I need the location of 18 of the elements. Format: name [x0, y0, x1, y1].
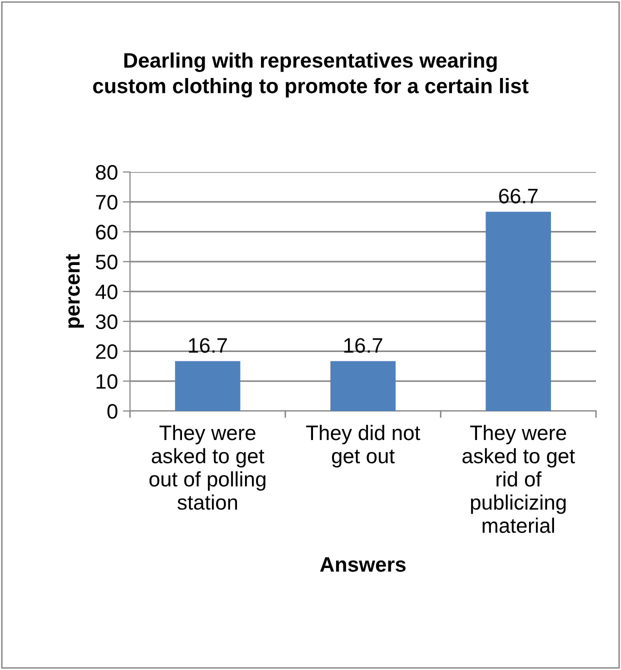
y-tick-label: 80 [96, 165, 118, 180]
x-tick-label: They were asked to get out of polling station [149, 424, 266, 510]
x-tick-label: They were asked to get rid of publicizing material [462, 424, 575, 533]
y-tick-label: 10 [96, 374, 118, 389]
data-label: 16.7 [188, 338, 227, 353]
chart-title: Dearling with representatives wearing custom clothing to promote for a certain list [93, 52, 528, 98]
y-axis-title: percent [66, 254, 84, 328]
data-label: 16.7 [344, 338, 382, 353]
y-tick-label: 0 [107, 404, 118, 419]
x-tick-label: They did not get out [306, 424, 420, 468]
y-tick-label: 70 [96, 194, 118, 210]
x-axis-title: Answers [320, 557, 406, 572]
y-tick-label: 30 [96, 314, 118, 330]
y-tick-label: 40 [96, 284, 118, 300]
y-tick-label: 50 [96, 254, 118, 270]
y-tick-label: 60 [96, 224, 118, 240]
data-label: 66.7 [499, 188, 538, 204]
y-tick-label: 20 [96, 344, 118, 360]
